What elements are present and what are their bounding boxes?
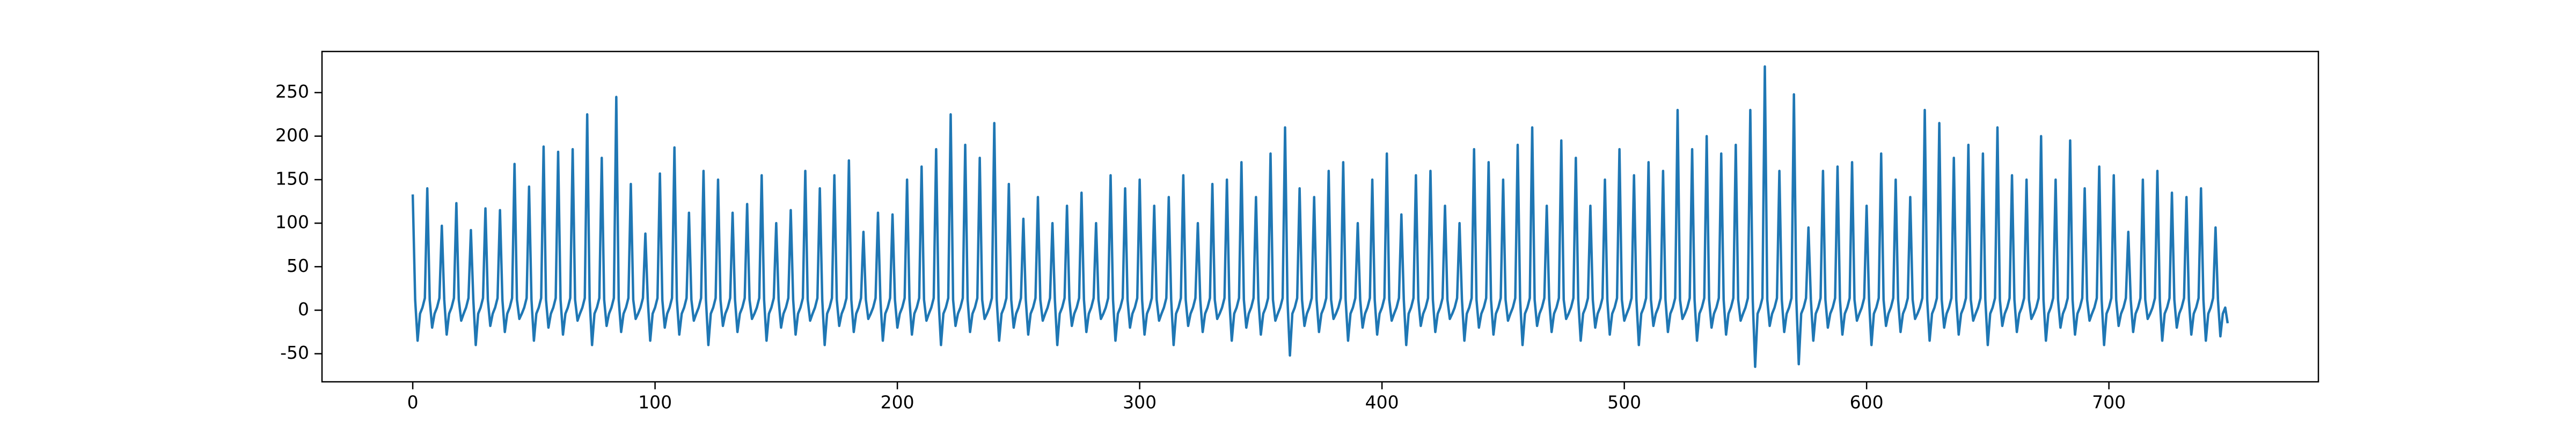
x-tick-label: 300	[1123, 392, 1157, 413]
x-tick-label: 500	[1607, 392, 1641, 413]
y-tick-label: 100	[275, 212, 309, 233]
x-tick-label: 700	[2092, 392, 2126, 413]
x-tick-label: 0	[407, 392, 419, 413]
x-tick-label: 400	[1365, 392, 1399, 413]
x-tick-label: 100	[638, 392, 672, 413]
data-line	[411, 65, 2229, 368]
y-tick-label: 250	[275, 81, 309, 102]
y-tick-label: -50	[280, 342, 309, 363]
y-tick-label: 200	[275, 124, 309, 145]
y-tick-label: 150	[275, 168, 309, 189]
x-tick-label: 600	[1850, 392, 1884, 413]
x-tick-label: 200	[881, 392, 914, 413]
plot-frame	[321, 50, 2319, 383]
y-tick-label: 0	[298, 299, 309, 320]
y-tick-label: 50	[287, 255, 309, 276]
